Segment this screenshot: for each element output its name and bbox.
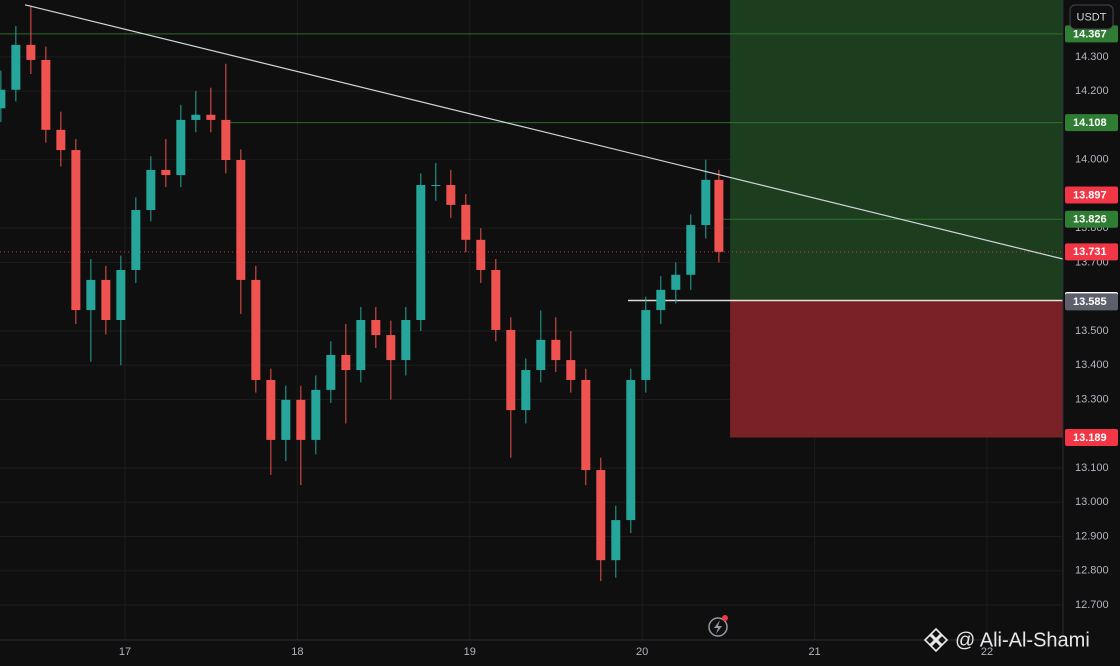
candle-body <box>386 335 396 361</box>
loss-zone <box>730 300 1063 438</box>
price-badge-label: 13.189 <box>1073 432 1107 444</box>
candle-body <box>506 329 516 411</box>
price-badge <box>1065 293 1118 311</box>
candle-body <box>0 89 6 109</box>
candle-body <box>26 44 36 60</box>
x-tick-label: 18 <box>291 646 303 658</box>
x-tick-label: 19 <box>464 646 476 658</box>
y-tick-label: 12.700 <box>1075 599 1109 611</box>
watermark-logo <box>923 627 949 653</box>
y-tick-label: 13.400 <box>1075 359 1109 371</box>
price-badge-label: 13.897 <box>1073 189 1107 201</box>
candle-body <box>671 274 681 290</box>
candle-body <box>626 379 636 521</box>
candle-body <box>161 169 171 176</box>
candle-body <box>566 360 576 380</box>
y-tick-label: 12.900 <box>1075 530 1109 542</box>
candle-body <box>206 114 216 120</box>
candle-body <box>176 119 186 176</box>
x-tick-label: 20 <box>636 646 648 658</box>
price-badge <box>1065 186 1118 204</box>
candle-body <box>11 44 21 90</box>
icon-ring[interactable] <box>708 617 728 637</box>
y-tick-label: 14.300 <box>1075 51 1109 63</box>
candle-body <box>341 354 351 371</box>
candle-body <box>86 279 96 311</box>
candle-body <box>686 225 696 275</box>
candle-body <box>71 150 81 311</box>
candle-body <box>656 289 666 311</box>
candle-body <box>236 160 246 280</box>
y-tick-label: 12.800 <box>1075 565 1109 577</box>
candle-body <box>266 379 276 440</box>
candle-body <box>401 320 411 361</box>
icon-dot[interactable] <box>722 615 728 621</box>
candle-body <box>281 399 291 440</box>
candle-body <box>356 320 366 371</box>
x-tick-label: 17 <box>119 646 131 658</box>
candle-body <box>56 129 66 151</box>
candle-body <box>491 269 501 330</box>
price-badge-label: 13.731 <box>1073 246 1107 258</box>
candle-body <box>714 179 724 252</box>
x-tick-label: 21 <box>808 646 820 658</box>
candle-body <box>521 370 531 411</box>
watermark <box>923 627 949 653</box>
candle-body <box>221 119 231 160</box>
currency-button-frame[interactable] <box>1069 4 1114 30</box>
candle-body <box>431 185 441 187</box>
y-tick-label: 13.500 <box>1075 325 1109 337</box>
currency-button[interactable]: USDT <box>1069 4 1114 30</box>
price-badge <box>1065 25 1118 43</box>
candle-body <box>101 279 111 320</box>
price-badge <box>1065 429 1118 447</box>
candle-body <box>41 59 51 130</box>
y-tick-label: 14.000 <box>1075 154 1109 166</box>
candle-body <box>116 269 126 320</box>
y-tick-label: 13.000 <box>1075 496 1109 508</box>
price-badge-label: 14.367 <box>1073 28 1107 40</box>
candle-body <box>701 179 711 226</box>
candle-body <box>416 185 426 320</box>
candle-body <box>461 204 471 240</box>
trendline <box>24 4 1064 260</box>
candle-body <box>536 339 546 371</box>
y-tick-label: 13.100 <box>1075 462 1109 474</box>
candle-body <box>641 310 651 380</box>
icon-bolt[interactable] <box>714 620 722 634</box>
candle-body <box>581 379 591 471</box>
watermark-text: @ Ali-Al-Shami <box>955 629 1090 651</box>
candle-body <box>251 279 261 380</box>
currency-label[interactable]: USDT <box>1077 11 1107 23</box>
candle-body <box>326 354 336 390</box>
candle-body <box>476 239 486 270</box>
candle-body <box>311 389 321 440</box>
candle-body <box>296 399 306 440</box>
price-badge-label: 13.585 <box>1073 296 1107 308</box>
price-badge <box>1065 114 1118 132</box>
candle-body <box>551 339 561 361</box>
candle-body <box>131 210 141 270</box>
candle-body <box>596 470 606 561</box>
y-tick-label: 14.200 <box>1075 85 1109 97</box>
y-tick-label: 13.300 <box>1075 393 1109 405</box>
x-tick-label: 22 <box>981 646 993 658</box>
price-badge-label: 13.826 <box>1073 214 1107 226</box>
candle-body <box>146 169 156 211</box>
candle-body <box>371 320 381 336</box>
price-badge <box>1065 243 1118 261</box>
candle-body <box>611 520 621 561</box>
candle-body <box>191 114 201 120</box>
price-badge <box>1065 210 1118 228</box>
price-badge-label: 14.108 <box>1073 117 1107 129</box>
profit-zone <box>730 0 1063 301</box>
lightning-icon[interactable] <box>708 615 728 637</box>
candle-body <box>446 185 456 205</box>
